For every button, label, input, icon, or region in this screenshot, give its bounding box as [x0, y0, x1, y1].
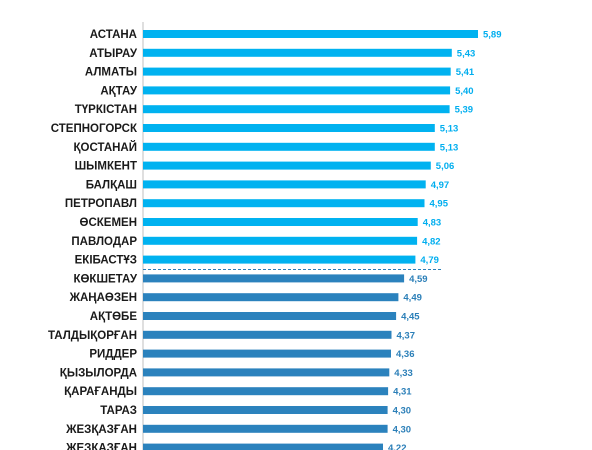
- bar: [143, 293, 399, 302]
- category-label: ТАЛДЫҚОРҒАН: [48, 330, 137, 342]
- value-label: 4,82: [422, 236, 441, 247]
- category-label: ПАВЛОДАР: [71, 236, 137, 248]
- category-labels-group: АСТАНА АТЫРАУ АЛМАТЫ АҚТАУ ТҮРКІСТАН СТЕПНОГО…: [48, 29, 138, 450]
- value-label: 4,95: [430, 199, 449, 210]
- bar: [143, 330, 392, 339]
- bar: [143, 199, 425, 208]
- category-label: АҚТӨБЕ: [90, 311, 138, 323]
- value-label: 4,33: [394, 368, 413, 379]
- value-label: 5,06: [436, 161, 455, 172]
- category-label: АҚТАУ: [100, 85, 137, 97]
- value-label: 5,13: [440, 142, 459, 153]
- category-label: ЖЕЗҚАЗҒАН: [65, 443, 137, 450]
- bar: [143, 349, 391, 358]
- value-label: 4,97: [431, 180, 450, 191]
- bars-group: [143, 30, 478, 450]
- value-label: 4,36: [396, 349, 415, 360]
- bar: [143, 67, 451, 76]
- bar: [143, 161, 431, 170]
- category-label: ҚЫЗЫЛОРДА: [60, 367, 137, 379]
- category-label: ТАРАЗ: [100, 405, 137, 417]
- bar: [143, 312, 397, 320]
- category-label: ТҮРКІСТАН: [75, 104, 137, 116]
- bar: [143, 387, 389, 396]
- category-label: ЖЕЗҚАЗҒАН: [65, 424, 137, 436]
- value-label: 4,45: [401, 312, 420, 323]
- value-label: 4,83: [423, 218, 442, 229]
- category-label: ӨСКЕМЕН: [80, 217, 138, 229]
- bar: [143, 274, 405, 283]
- value-labels-group: 5,89 5,43 5,41 5,40 5,39 5,13 5,13 5,06 4,97 4,95…: [388, 30, 502, 450]
- bar: [143, 30, 478, 38]
- bar: [143, 48, 452, 57]
- value-label: 5,41: [456, 67, 475, 78]
- category-label: КӨКШЕТАУ: [73, 273, 137, 285]
- value-label: 4,79: [420, 255, 439, 266]
- category-label: ҚАРАҒАНДЫ: [64, 386, 137, 398]
- bar: [143, 406, 388, 414]
- bar: [143, 218, 418, 226]
- value-label: 5,43: [457, 48, 476, 59]
- value-label: 4,49: [403, 293, 422, 304]
- bar: [143, 443, 383, 450]
- category-label: БАЛҚАШ: [86, 179, 137, 191]
- category-label: ҚОСТАНАЙ: [74, 141, 137, 154]
- category-label: АЛМАТЫ: [85, 67, 137, 79]
- value-label: 4,37: [397, 330, 416, 341]
- category-label: АТЫРАУ: [89, 48, 138, 60]
- value-label: 5,89: [483, 30, 502, 41]
- value-label: 4,31: [393, 387, 412, 398]
- value-label: 4,59: [409, 274, 428, 285]
- bar: [143, 236, 418, 245]
- category-label: ЖАҢАӨЗЕН: [69, 292, 137, 304]
- bar: [143, 368, 390, 377]
- value-label: 5,40: [455, 86, 474, 97]
- bar: [143, 86, 451, 95]
- bar: [143, 180, 426, 189]
- bar: [143, 124, 435, 132]
- bar: [143, 142, 435, 151]
- value-label: 5,13: [440, 124, 459, 135]
- category-label: ПЕТРОПАВЛ: [65, 198, 137, 210]
- bar: [143, 255, 416, 264]
- value-label: 4,30: [393, 406, 412, 417]
- bar: [143, 424, 388, 433]
- bar: [143, 105, 450, 114]
- category-label: РИДДЕР: [89, 349, 137, 361]
- category-label: СТЕПНОГОРСК: [51, 123, 138, 135]
- category-label: АСТАНА: [90, 29, 137, 41]
- category-label: ЕКІБАСТҰЗ: [75, 255, 137, 267]
- category-label: ШЫМКЕНТ: [75, 161, 137, 173]
- value-label: 5,39: [455, 105, 474, 116]
- value-label: 4,22: [388, 443, 407, 450]
- value-label: 4,30: [393, 424, 412, 435]
